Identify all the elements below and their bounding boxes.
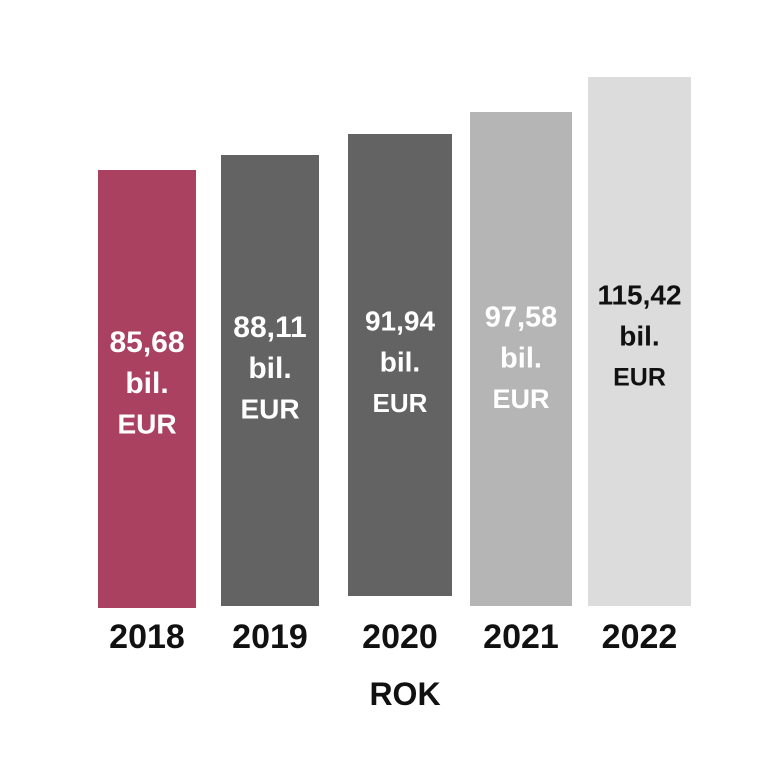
bar-2021 xyxy=(470,112,572,606)
bar-2018 xyxy=(98,170,196,608)
bar-value-label-2018: 85,68 xyxy=(109,326,184,359)
bar-2019 xyxy=(221,155,319,606)
value-labels-group: 85,68 bil. EUR 88,11 bil. EUR 91,94 bil. EUR 97,5… xyxy=(109,279,681,439)
bar-currency-label-2022: EUR xyxy=(613,364,666,392)
bar-value-label-2019: 88,11 xyxy=(233,311,306,344)
bar-currency-label-2021: EUR xyxy=(492,384,549,414)
bar-currency-label-2019: EUR xyxy=(240,393,299,424)
x-tick-label-2019: 2019 xyxy=(232,618,308,656)
bar-value-label-2020: 91,94 xyxy=(365,305,435,336)
x-tick-label-2021: 2021 xyxy=(483,618,559,656)
bar-currency-label-2018: EUR xyxy=(117,408,176,439)
bar-unit-label-2018: bil. xyxy=(125,367,168,400)
x-tick-label-2022: 2022 xyxy=(602,618,678,656)
x-tick-label-2020: 2020 xyxy=(362,618,438,656)
bar-unit-label-2022: bil. xyxy=(619,320,659,351)
bar-unit-label-2019: bil. xyxy=(248,352,291,385)
x-tick-label-2018: 2018 xyxy=(109,618,185,656)
bar-2022 xyxy=(588,77,691,606)
bar-unit-label-2020: bil. xyxy=(380,346,420,377)
bar-2020 xyxy=(348,134,452,596)
bar-value-label-2022: 115,42 xyxy=(597,279,681,310)
bar-currency-label-2020: EUR xyxy=(373,388,428,418)
bar-value-label-2021: 97,58 xyxy=(485,302,558,334)
bars-group xyxy=(98,77,691,608)
x-axis-title: ROK xyxy=(369,676,440,712)
year-labels-group: 2018 2019 2020 2021 2022 xyxy=(109,618,677,656)
bar-unit-label-2021: bil. xyxy=(500,343,542,375)
